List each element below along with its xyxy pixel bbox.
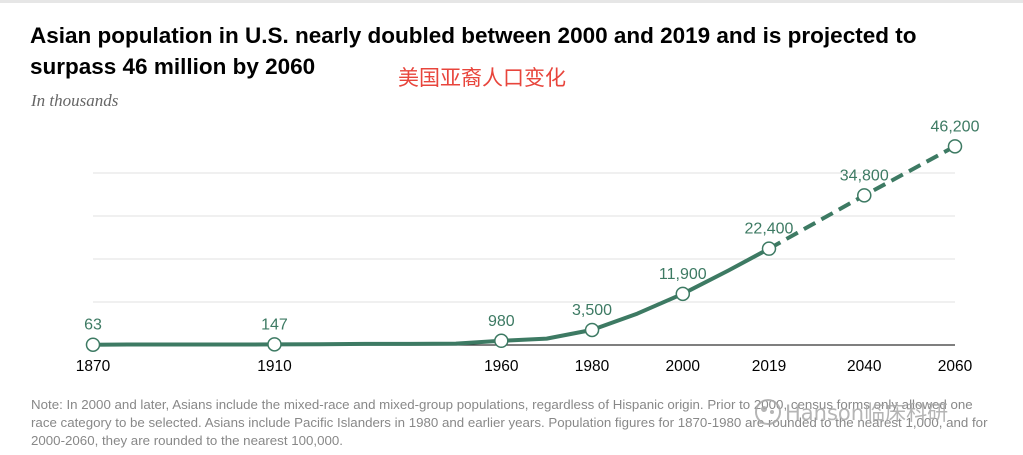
data-label: 34,800 <box>840 167 889 184</box>
x-tick-label: 2000 <box>666 358 701 375</box>
chinese-title: 美国亚裔人口变化 <box>398 66 566 90</box>
x-tick-label: 2040 <box>847 358 882 375</box>
top-rule <box>0 0 1023 3</box>
x-tick-label: 1870 <box>76 358 111 375</box>
data-point-marker <box>85 337 101 352</box>
data-point-marker <box>761 241 777 256</box>
data-point-marker <box>947 139 963 154</box>
chart-title: Asian population in U.S. nearly doubled … <box>30 23 917 79</box>
x-tick-label: 2019 <box>752 358 786 375</box>
units-subtitle: In thousands <box>31 91 119 110</box>
data-label: 980 <box>488 313 515 330</box>
data-label: 147 <box>261 316 288 333</box>
wechat-icon <box>755 399 781 425</box>
data-point-marker <box>584 322 600 338</box>
watermark: Hanson临床科研 <box>755 397 948 427</box>
x-tick-label: 2060 <box>938 358 973 375</box>
x-tick-label: 1910 <box>257 358 292 375</box>
data-point-marker <box>267 337 282 352</box>
data-label: 63 <box>84 317 102 334</box>
data-point-marker <box>494 333 509 349</box>
historical-series-line <box>92 246 770 347</box>
population-line-chart: 1870 1910 1960 1980 2000 2019 2040 2060 63 147 980… <box>76 118 980 375</box>
data-label: 3,500 <box>572 302 612 319</box>
data-point-marker <box>675 286 691 302</box>
x-tick-label: 1960 <box>484 358 519 375</box>
x-tick-label: 1980 <box>575 358 610 375</box>
footnote: Note: In 2000 and later, Asians include … <box>31 397 988 448</box>
data-point-marker <box>857 188 872 203</box>
data-label: 22,400 <box>745 221 794 238</box>
data-label: 11,900 <box>659 266 707 283</box>
watermark-text: Hanson临床科研 <box>785 401 949 425</box>
data-label: 46,200 <box>931 118 980 135</box>
